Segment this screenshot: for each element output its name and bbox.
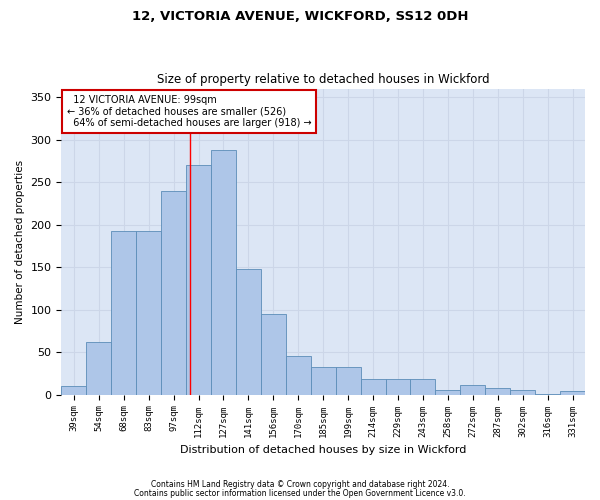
Bar — [560, 392, 585, 394]
Bar — [510, 390, 535, 394]
Title: Size of property relative to detached houses in Wickford: Size of property relative to detached ho… — [157, 73, 490, 86]
Bar — [86, 342, 111, 394]
Bar — [136, 230, 161, 394]
Bar — [436, 390, 460, 394]
Text: Contains public sector information licensed under the Open Government Licence v3: Contains public sector information licen… — [134, 488, 466, 498]
X-axis label: Distribution of detached houses by size in Wickford: Distribution of detached houses by size … — [180, 445, 466, 455]
Bar — [211, 150, 236, 394]
Text: Contains HM Land Registry data © Crown copyright and database right 2024.: Contains HM Land Registry data © Crown c… — [151, 480, 449, 489]
Bar — [386, 380, 410, 394]
Bar — [311, 368, 335, 394]
Bar — [286, 356, 311, 395]
Bar — [111, 230, 136, 394]
Y-axis label: Number of detached properties: Number of detached properties — [15, 160, 25, 324]
Bar — [261, 314, 286, 394]
Bar — [361, 380, 386, 394]
Bar — [460, 386, 485, 394]
Bar — [335, 368, 361, 394]
Bar — [410, 380, 436, 394]
Text: 12, VICTORIA AVENUE, WICKFORD, SS12 0DH: 12, VICTORIA AVENUE, WICKFORD, SS12 0DH — [132, 10, 468, 23]
Bar — [186, 165, 211, 394]
Bar — [485, 388, 510, 394]
Text: 12 VICTORIA AVENUE: 99sqm
← 36% of detached houses are smaller (526)
  64% of se: 12 VICTORIA AVENUE: 99sqm ← 36% of detac… — [67, 94, 311, 128]
Bar — [161, 190, 186, 394]
Bar — [236, 269, 261, 394]
Bar — [61, 386, 86, 394]
